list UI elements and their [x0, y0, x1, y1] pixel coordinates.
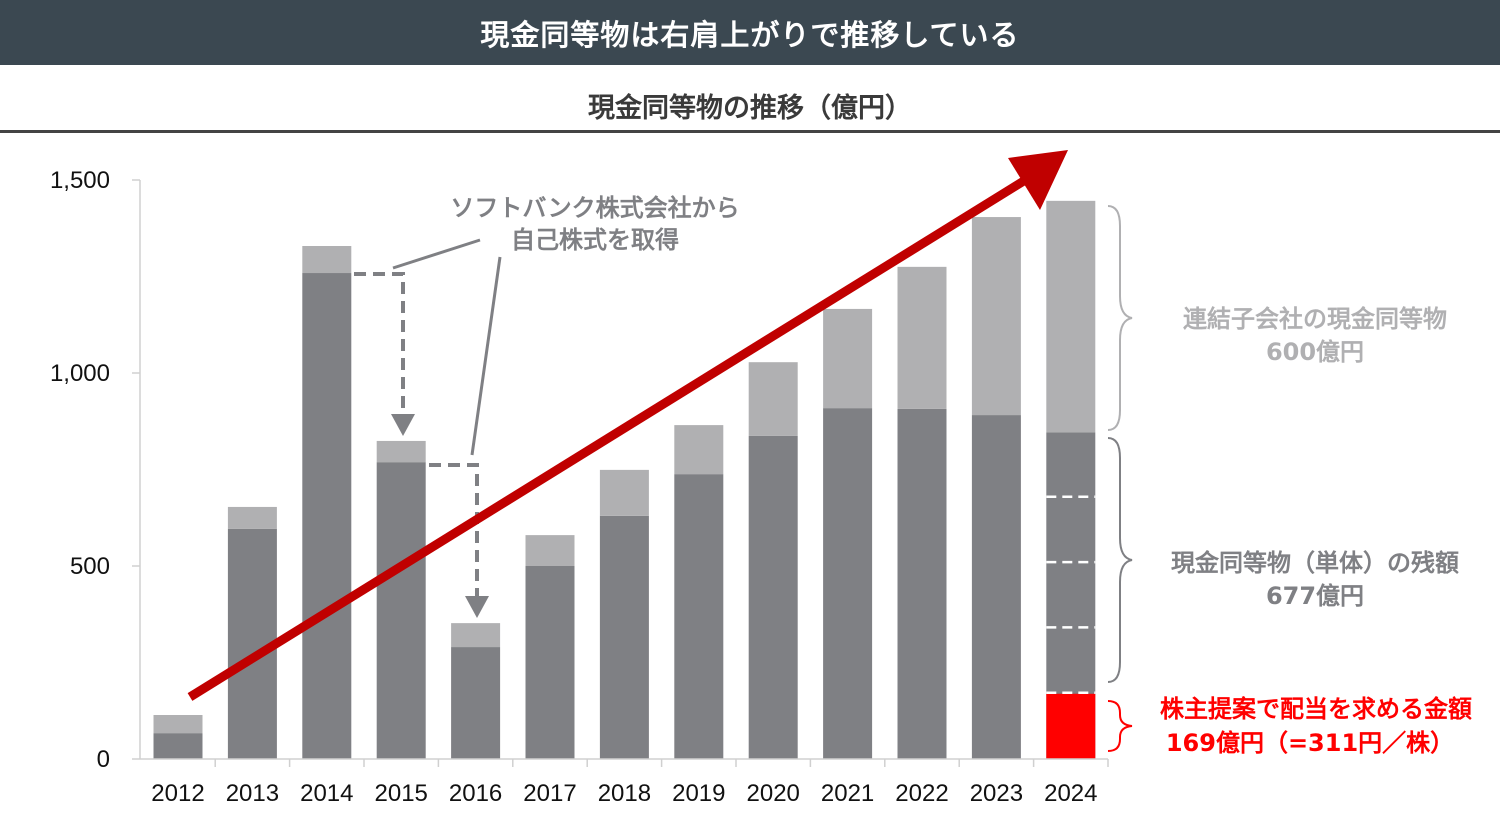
- x-tick-label: 2018: [598, 780, 651, 807]
- bar-2017-segment-2: [525, 535, 575, 566]
- x-tick-label: 2020: [747, 780, 800, 807]
- bar-2017-segment-1: [525, 566, 575, 759]
- bar-2019-segment-2: [674, 425, 724, 475]
- dividend-label-line1: 株主提案で配当を求める金額: [1160, 695, 1472, 723]
- y-tick-label: 0: [97, 746, 110, 773]
- title-divider: [0, 130, 1500, 133]
- standalone-label-line2: 677億円: [1266, 582, 1364, 610]
- dividend-label-line2: 169億円（=311円／株）: [1166, 729, 1454, 757]
- buyback-label-line1: ソフトバンク株式会社から: [450, 194, 739, 222]
- buyback-arrowhead-2015: [465, 596, 489, 618]
- buyback-label-line2: 自己株式を取得: [511, 226, 679, 254]
- bar-2024-dividend-segment: [1046, 693, 1096, 759]
- bar-2024-segment-2: [1046, 200, 1096, 433]
- x-tick-label: 2021: [821, 780, 874, 807]
- bar-2019-segment-1: [674, 474, 724, 759]
- bar-2012-segment-1: [153, 733, 203, 759]
- header-title: 現金同等物は右肩上がりで推移している: [480, 17, 1020, 52]
- x-tick-label: 2024: [1044, 780, 1097, 807]
- callout-line-2: [470, 256, 502, 456]
- buyback-arrow-2015: [429, 463, 479, 600]
- bar-2022-segment-2: [897, 266, 947, 409]
- chart-title: 現金同等物の推移（億円）: [588, 93, 912, 124]
- bar-2012-segment-2: [153, 714, 203, 734]
- brace-standalone: [1107, 437, 1133, 683]
- bar-2013-segment-2: [227, 506, 277, 529]
- y-tick-label: 1,000: [50, 360, 110, 387]
- bar-2014-segment-1: [302, 273, 352, 759]
- bar-2015-segment-2: [376, 440, 426, 463]
- x-tick-label: 2023: [970, 780, 1023, 807]
- bar-2020-segment-2: [748, 362, 798, 436]
- x-tick-label: 2014: [300, 780, 353, 807]
- brace-subsidiaries: [1107, 205, 1133, 431]
- x-tick-label: 2012: [151, 780, 204, 807]
- trend-arrowhead: [1008, 150, 1068, 210]
- bar-2020-segment-1: [748, 435, 798, 759]
- subsidiaries-label-line2: 600億円: [1266, 338, 1364, 366]
- buyback-arrow-2014: [354, 272, 405, 420]
- page-header: 現金同等物は右肩上がりで推移している: [0, 0, 1500, 65]
- bar-2016-segment-1: [451, 647, 501, 759]
- x-tick-label: 2013: [226, 780, 279, 807]
- bar-2021-segment-2: [823, 308, 873, 409]
- bar-2016-segment-2: [451, 623, 501, 648]
- x-tick-label: 2016: [449, 780, 502, 807]
- y-tick-label: 1,500: [50, 167, 110, 194]
- bar-2018-segment-2: [599, 469, 649, 516]
- bar-2018-segment-1: [599, 515, 649, 759]
- x-tick-label: 2015: [375, 780, 428, 807]
- bar-2021-segment-1: [823, 408, 873, 759]
- brace-dividend: [1107, 700, 1133, 752]
- trend-arrow-shaft: [187, 170, 1038, 701]
- y-tick-label: 500: [70, 553, 110, 580]
- bar-2023-segment-1: [971, 415, 1021, 759]
- x-tick-label: 2017: [523, 780, 576, 807]
- buyback-arrowhead-2014: [391, 414, 415, 436]
- bar-2014-segment-2: [302, 246, 352, 274]
- subsidiaries-label-line1: 連結子会社の現金同等物: [1183, 305, 1447, 333]
- bar-2022-segment-1: [897, 408, 947, 759]
- x-tick-label: 2022: [895, 780, 948, 807]
- standalone-label-line1: 現金同等物（単体）の残額: [1171, 549, 1459, 577]
- bar-2015-segment-1: [376, 462, 426, 759]
- x-tick-label: 2019: [672, 780, 725, 807]
- callout-line-1: [392, 238, 481, 270]
- bar-2023-segment-2: [971, 217, 1021, 416]
